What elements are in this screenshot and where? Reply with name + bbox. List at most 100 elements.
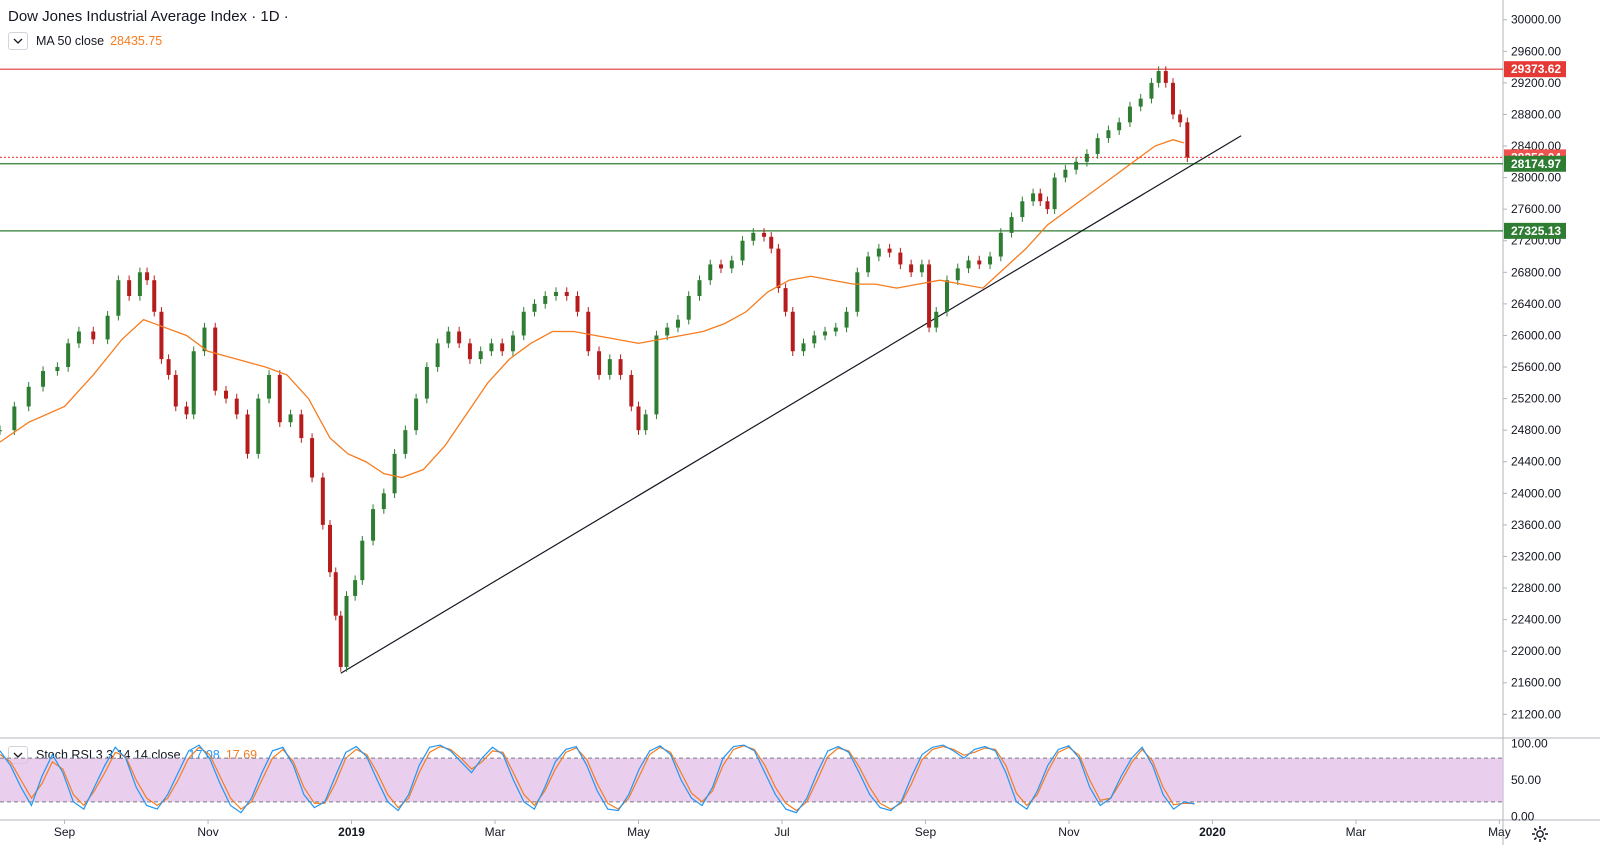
candle-body xyxy=(909,264,914,273)
candle-body xyxy=(267,374,272,399)
price-tick-label: 21200.00 xyxy=(1511,707,1561,721)
candle-body xyxy=(887,248,892,253)
candle-body xyxy=(76,331,81,344)
candle-body xyxy=(927,264,932,328)
time-tick-label: Mar xyxy=(1346,825,1367,839)
candle-body xyxy=(1009,217,1014,233)
candle-body xyxy=(435,343,440,368)
price-tick-label: 24000.00 xyxy=(1511,486,1561,500)
candle-body xyxy=(333,572,338,616)
time-tick-label: 2020 xyxy=(1199,825,1226,839)
candle-body xyxy=(446,331,451,344)
candle-body xyxy=(532,303,537,312)
candle-body xyxy=(1084,153,1089,162)
candle-body xyxy=(543,295,548,304)
candle-body xyxy=(643,414,648,431)
time-tick-label: Nov xyxy=(197,825,218,839)
time-tick-label: May xyxy=(1488,825,1511,839)
candle-body xyxy=(277,374,282,423)
candle-body xyxy=(1117,122,1122,131)
candle-body xyxy=(55,367,60,371)
candle-body xyxy=(234,398,239,415)
price-tick-label: 22800.00 xyxy=(1511,581,1561,595)
candle-body xyxy=(152,280,157,312)
price-tick-label: 28800.00 xyxy=(1511,107,1561,121)
ma-value: 28435.75 xyxy=(110,34,163,48)
price-tick-label: 26800.00 xyxy=(1511,265,1561,279)
price-tick-label: 26000.00 xyxy=(1511,328,1561,342)
candle-body xyxy=(213,327,218,391)
candle-body xyxy=(159,311,164,360)
candle-body xyxy=(299,414,304,439)
candle-body xyxy=(988,256,993,265)
candle-body xyxy=(977,260,982,265)
candle-body xyxy=(1063,169,1068,178)
candle-body xyxy=(424,367,429,399)
candle-body xyxy=(91,331,96,340)
candle-body xyxy=(510,335,515,352)
price-tag xyxy=(1504,61,1566,78)
candle-body xyxy=(478,351,483,360)
candle-body xyxy=(597,351,602,375)
stoch-band xyxy=(0,758,1503,802)
price-tick-label: 30000.00 xyxy=(1511,13,1561,27)
candle-body xyxy=(855,272,860,312)
ma-50-line xyxy=(0,139,1184,479)
candle-body xyxy=(1156,71,1161,83)
time-tick-label: Mar xyxy=(485,825,506,839)
candle-body xyxy=(457,331,462,344)
candle-body xyxy=(629,374,634,407)
time-tick-label: Nov xyxy=(1058,825,1079,839)
candle-body xyxy=(500,343,505,352)
candle-body xyxy=(1106,130,1111,139)
ma-label: MA 50 close xyxy=(36,34,105,48)
price-tag xyxy=(1504,155,1566,172)
candle-body xyxy=(934,311,939,328)
candle-body xyxy=(966,260,971,269)
candle-body xyxy=(105,315,110,340)
price-tick-label: 25600.00 xyxy=(1511,360,1561,374)
candle-body xyxy=(1038,193,1043,202)
candle-body xyxy=(223,390,228,399)
candle-body xyxy=(607,359,612,375)
candle-body xyxy=(636,406,641,431)
candle-body xyxy=(360,540,365,581)
candle-body xyxy=(116,280,121,316)
candle-body xyxy=(166,359,171,375)
price-tick-label: 28000.00 xyxy=(1511,171,1561,185)
candle-body xyxy=(310,438,315,478)
candle-body xyxy=(12,406,17,431)
chart-title: Dow Jones Industrial Average Index · 1D … xyxy=(8,8,289,25)
candle-body xyxy=(944,280,949,312)
candle-body xyxy=(776,248,781,289)
candle-body xyxy=(876,248,881,257)
gear-icon[interactable] xyxy=(1530,824,1550,844)
price-tick-label: 29600.00 xyxy=(1511,44,1561,58)
trendline[interactable] xyxy=(340,135,1242,674)
candle-body xyxy=(202,327,207,352)
candle-body xyxy=(740,240,745,261)
stoch-k-line xyxy=(0,744,1195,814)
price-tag-label: 27325.13 xyxy=(1511,224,1561,238)
time-tick-label: Jul xyxy=(774,825,789,839)
candle-body xyxy=(686,295,691,320)
candle-body xyxy=(288,414,293,423)
price-tag xyxy=(1504,222,1566,239)
ma-legend: MA 50 close 28435.75 xyxy=(8,32,162,50)
price-tick-label: 23600.00 xyxy=(1511,518,1561,532)
candle-body xyxy=(1170,82,1175,115)
candle-body xyxy=(564,292,569,296)
stoch-tick-label: 50.00 xyxy=(1511,773,1541,787)
time-tick-label: 2019 xyxy=(338,825,365,839)
candle-body xyxy=(1031,193,1036,202)
candle-body xyxy=(801,343,806,352)
stoch-tick-label: 0.00 xyxy=(1511,809,1535,823)
candle-body xyxy=(1185,122,1190,158)
candle-body xyxy=(467,343,472,360)
candle-body xyxy=(521,311,526,336)
candle-body xyxy=(1020,201,1025,218)
candle-body xyxy=(762,232,767,237)
candle-body xyxy=(675,319,680,328)
collapse-legend-button[interactable] xyxy=(8,32,28,50)
